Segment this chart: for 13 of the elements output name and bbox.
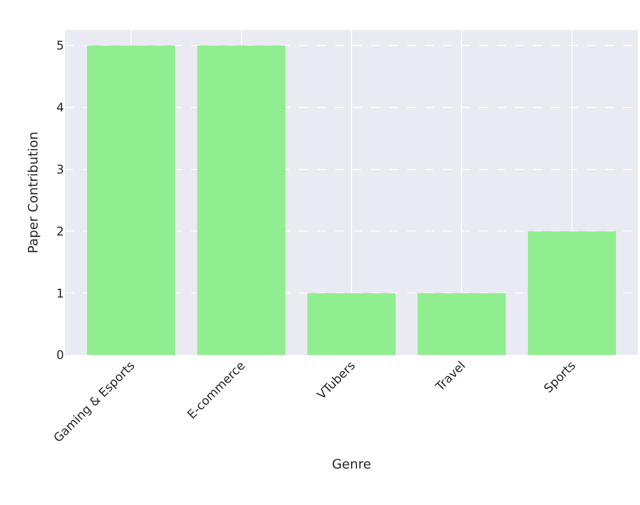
bar xyxy=(528,231,616,355)
y-axis-title: Paper Contribution xyxy=(26,132,42,254)
bar xyxy=(87,45,176,355)
x-axis-title: Genre xyxy=(332,458,372,473)
y-tick-label: 4 xyxy=(56,100,64,115)
y-tick-label: 0 xyxy=(56,348,64,362)
y-tick-label: 2 xyxy=(56,224,64,238)
bar xyxy=(418,293,506,355)
bar xyxy=(197,45,286,355)
y-tick-label: 5 xyxy=(56,38,64,53)
y-tick-label: 1 xyxy=(56,286,64,300)
y-tick-label: 3 xyxy=(56,162,64,176)
bar xyxy=(307,293,396,355)
